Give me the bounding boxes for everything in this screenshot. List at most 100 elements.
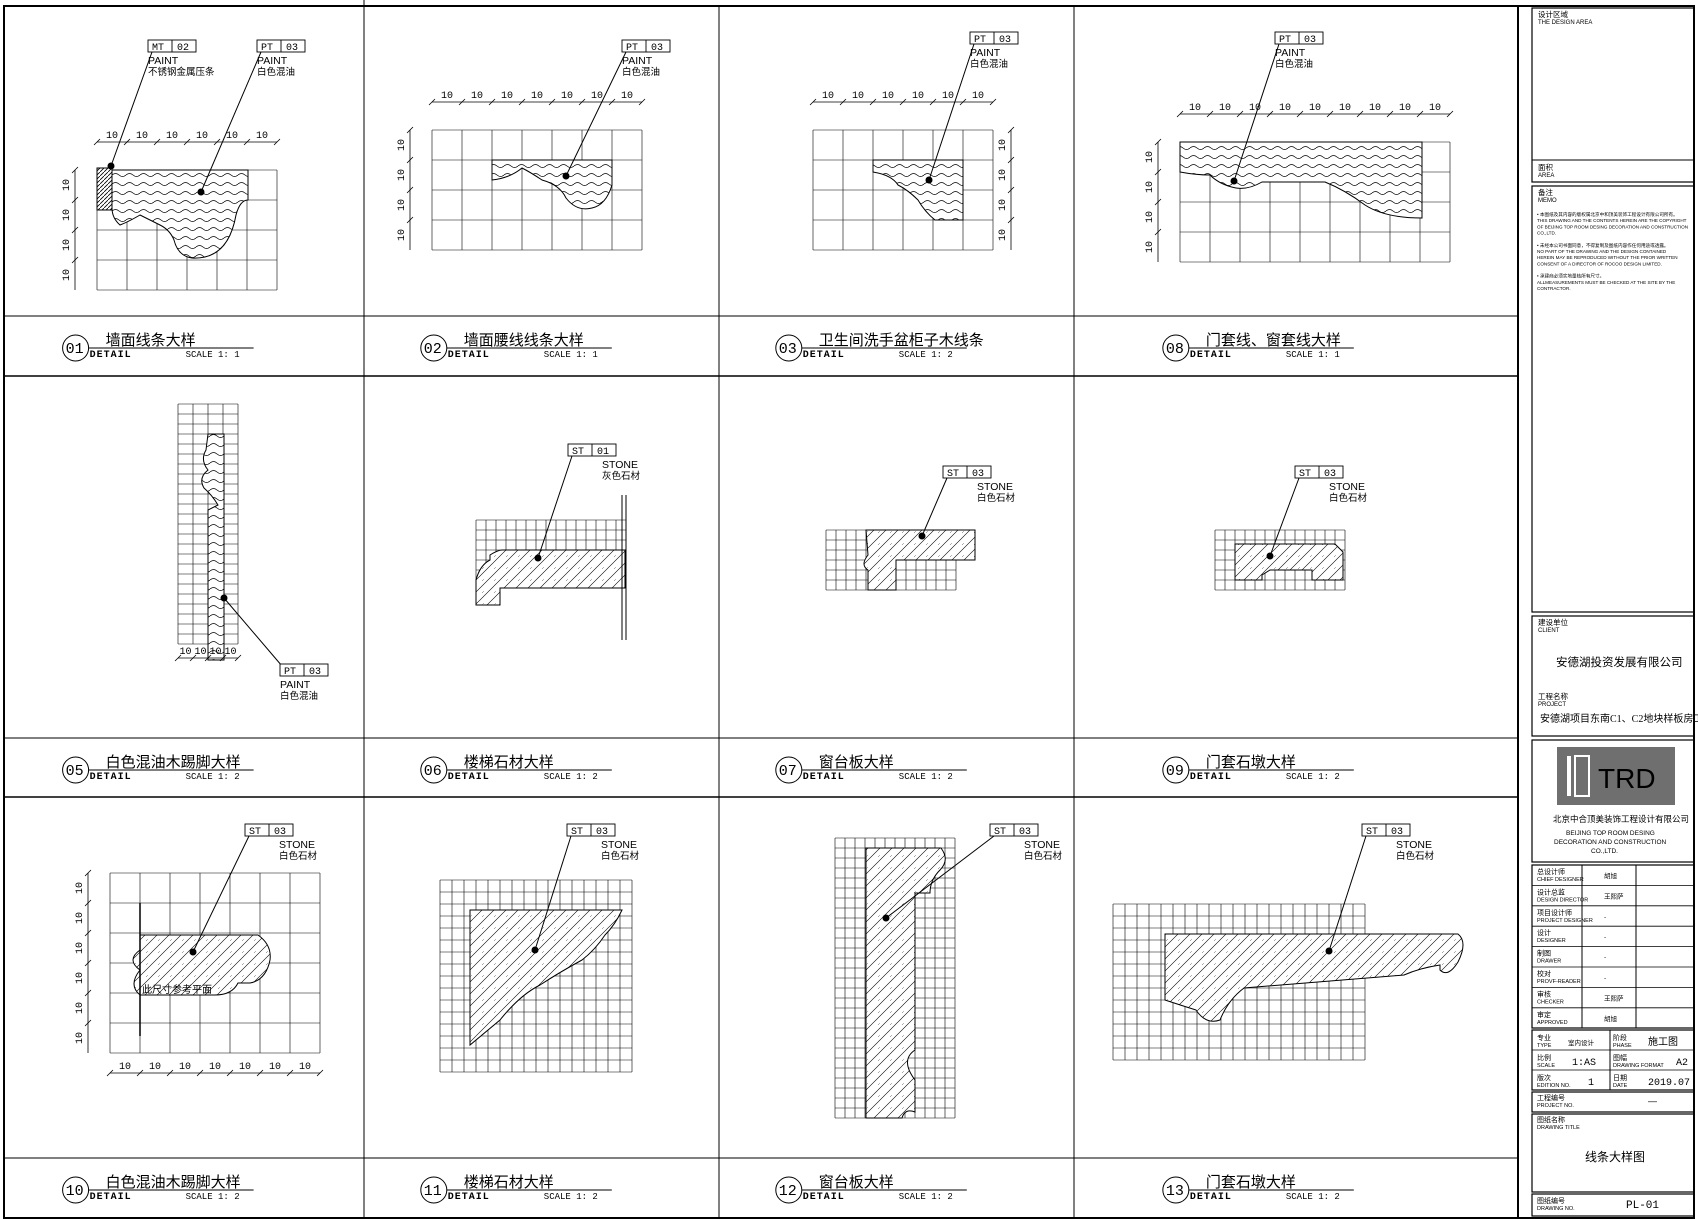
detail-title-text: 卫生间洗手盆柜子木线条 <box>819 332 984 349</box>
dimension-label: 10 <box>397 169 408 181</box>
dimension-tick <box>1386 110 1394 118</box>
leader-line <box>921 477 948 537</box>
leader-line <box>223 597 283 667</box>
role-label: 审定 <box>1537 1010 1551 1019</box>
dimension-label: 10 <box>269 1062 281 1073</box>
company-name-en: DECORATION AND CONSTRUCTION <box>1554 839 1666 846</box>
drawing-no-label: 图纸编号 <box>1537 1196 1565 1205</box>
dimension-tick <box>71 166 79 174</box>
detail-label: DETAIL <box>1190 350 1232 361</box>
dimension-label: 10 <box>397 199 408 211</box>
role-name: - <box>1604 955 1606 962</box>
dimension-tick <box>1326 110 1334 118</box>
dimension-label: 10 <box>166 131 178 142</box>
memo-line: • 本图纸及其内容的版权属北京中和顶美装饰工程设计有限公司所有。 <box>1537 211 1678 218</box>
project-label-en: PROJECT <box>1538 702 1566 708</box>
material-description: 不锈钢金属压条 <box>148 66 215 78</box>
material-name: PAINT <box>257 55 288 67</box>
dimension-tick <box>1007 126 1015 134</box>
dimension-label: 10 <box>397 139 408 151</box>
leader-line <box>1269 477 1300 557</box>
memo-line: • 承建商必须实地量核所有尺寸。 <box>1537 273 1604 280</box>
material-description: 白色石材 <box>601 850 640 862</box>
company-box <box>1531 739 1695 863</box>
material-name: STONE <box>601 839 637 851</box>
project-no-label-en: PROJECT NO. <box>1537 1103 1574 1109</box>
role-label-en: CHIEF DESIGNER <box>1537 877 1584 883</box>
edition-label: 版次 <box>1537 1073 1551 1082</box>
dimension-label: 10 <box>972 91 984 102</box>
role-label: 总设计师 <box>1537 867 1565 876</box>
dimension-tick <box>638 98 646 106</box>
detail-drawing: 10 10 10 10 10 10 10 10 10 10 10 10 10 此尺寸参考平面 <box>75 869 324 1077</box>
dimension-tick <box>286 1069 294 1077</box>
dimension-label: 10 <box>441 91 453 102</box>
drawing-no-value: PL-01 <box>1626 1200 1659 1212</box>
detail-drawing <box>475 495 627 640</box>
dimension-label: 10 <box>196 131 208 142</box>
role-label-en: APPROVED <box>1537 1020 1568 1026</box>
dimension-label: 10 <box>75 912 86 924</box>
dimension-label: 10 <box>75 882 86 894</box>
callout-number: 03 <box>596 827 608 838</box>
detail-drawing <box>439 879 633 1073</box>
material-name: STONE <box>1396 839 1432 851</box>
dimension-tick <box>518 98 526 106</box>
dimension-label: 10 <box>882 91 894 102</box>
dimension-tick <box>1007 156 1015 164</box>
edition-label-en: EDITION NO. <box>1537 1083 1571 1089</box>
dimension-tick <box>1007 216 1015 224</box>
detail-label: DETAIL <box>90 772 132 783</box>
dimension-tick <box>213 138 221 146</box>
memo-line: NO PART OF THE DRAWING AND THE DESIGN CO… <box>1537 249 1667 254</box>
dimension-label: 10 <box>180 647 192 658</box>
type-label: 专业 <box>1537 1033 1551 1042</box>
detail-number: 09 <box>1166 763 1184 780</box>
callout-number: 01 <box>597 447 609 458</box>
material-description: 白色混油 <box>622 66 660 78</box>
dimension-tick <box>204 654 212 662</box>
scale-label: 比例 <box>1537 1053 1551 1062</box>
callout-code: ST <box>1299 469 1311 480</box>
leader-line <box>537 455 573 559</box>
material-description: 白色混油 <box>280 690 318 702</box>
callout-number: 03 <box>1391 827 1403 838</box>
role-name: - <box>1604 975 1606 982</box>
role-label: 设计总监 <box>1537 887 1565 896</box>
detail-drawing <box>834 837 956 1119</box>
material-name: PAINT <box>622 55 653 67</box>
detail-drawing: 10 10 10 10 10 10 10 10 10 10 10 <box>397 91 646 251</box>
dimension-label: 10 <box>1429 103 1441 114</box>
detail-title-text: 门套石墩大样 <box>1206 754 1296 771</box>
profile-section <box>1234 543 1344 581</box>
dimension-label: 10 <box>106 131 118 142</box>
phase-label: 阶段 <box>1613 1033 1627 1042</box>
detail-label: DETAIL <box>803 772 845 783</box>
dimension-label: 10 <box>75 1032 86 1044</box>
dimension-tick <box>929 98 937 106</box>
leader-dot <box>925 176 933 184</box>
callout-code: PT <box>974 35 986 46</box>
dimension-label: 10 <box>1369 103 1381 114</box>
memo-line: CO.,LTD. <box>1537 231 1556 236</box>
detail-scale: SCALE 1: 2 <box>1286 772 1340 782</box>
detail-scale: SCALE 1: 2 <box>899 350 953 360</box>
role-label: 项目设计师 <box>1537 908 1572 917</box>
design-area-label-en: THE DESIGN AREA <box>1538 20 1592 26</box>
client-project-box <box>1531 615 1695 737</box>
role-label-en: PROJECT DESIGNER <box>1537 918 1593 924</box>
dimension-label: 10 <box>62 179 73 191</box>
format-value: A2 <box>1676 1058 1688 1069</box>
